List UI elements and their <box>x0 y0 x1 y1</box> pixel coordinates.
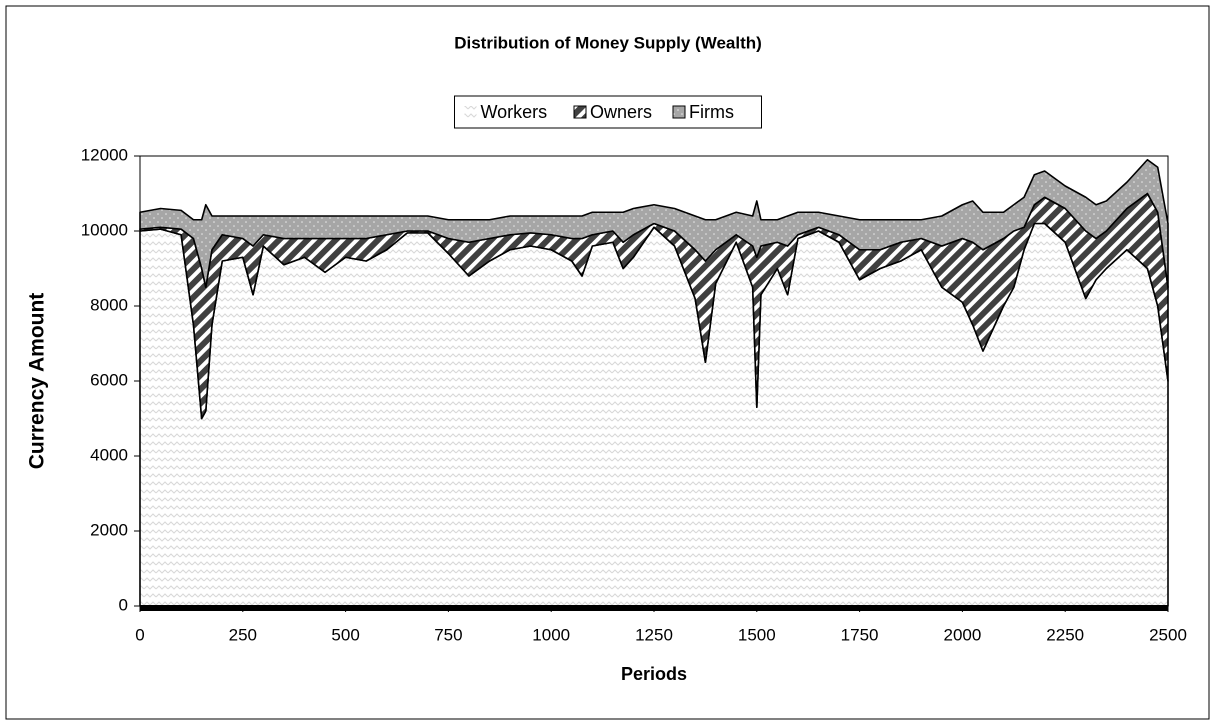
x-tick-label: 2000 <box>943 625 981 644</box>
x-tick-label: 1750 <box>841 625 879 644</box>
x-tick-label: 1000 <box>532 625 570 644</box>
y-tick-label: 8000 <box>90 295 128 314</box>
y-axis-label: Currency Amount <box>26 293 49 470</box>
plot-area <box>139 158 1169 607</box>
y-tick-label: 0 <box>119 595 128 614</box>
legend-box <box>454 95 762 129</box>
legend-swatch <box>573 105 587 119</box>
x-tick-label: 1250 <box>635 625 673 644</box>
y-tick-label: 12000 <box>81 145 128 164</box>
x-tick-label: 2250 <box>1046 625 1084 644</box>
chart-title: Distribution of Money Supply (Wealth) <box>454 33 762 52</box>
legend-swatch <box>464 106 477 118</box>
x-tick-label: 0 <box>135 625 144 644</box>
legend-swatch <box>672 105 686 119</box>
legend-label: Firms <box>689 102 734 122</box>
x-tick-label: 750 <box>434 625 462 644</box>
legend-label: Workers <box>481 102 548 122</box>
y-tick-label: 2000 <box>90 520 128 539</box>
legend: Workers Owners Firms <box>454 95 762 129</box>
x-axis-label: Periods <box>621 664 687 684</box>
y-tick-label: 4000 <box>90 445 128 464</box>
x-tick-label: 250 <box>229 625 257 644</box>
y-tick-label: 10000 <box>81 220 128 239</box>
x-tick-label: 2500 <box>1149 625 1187 644</box>
legend-label: Owners <box>590 102 652 122</box>
x-tick-label: 500 <box>331 625 359 644</box>
x-tick-label: 1500 <box>738 625 776 644</box>
y-tick-label: 6000 <box>90 370 128 389</box>
